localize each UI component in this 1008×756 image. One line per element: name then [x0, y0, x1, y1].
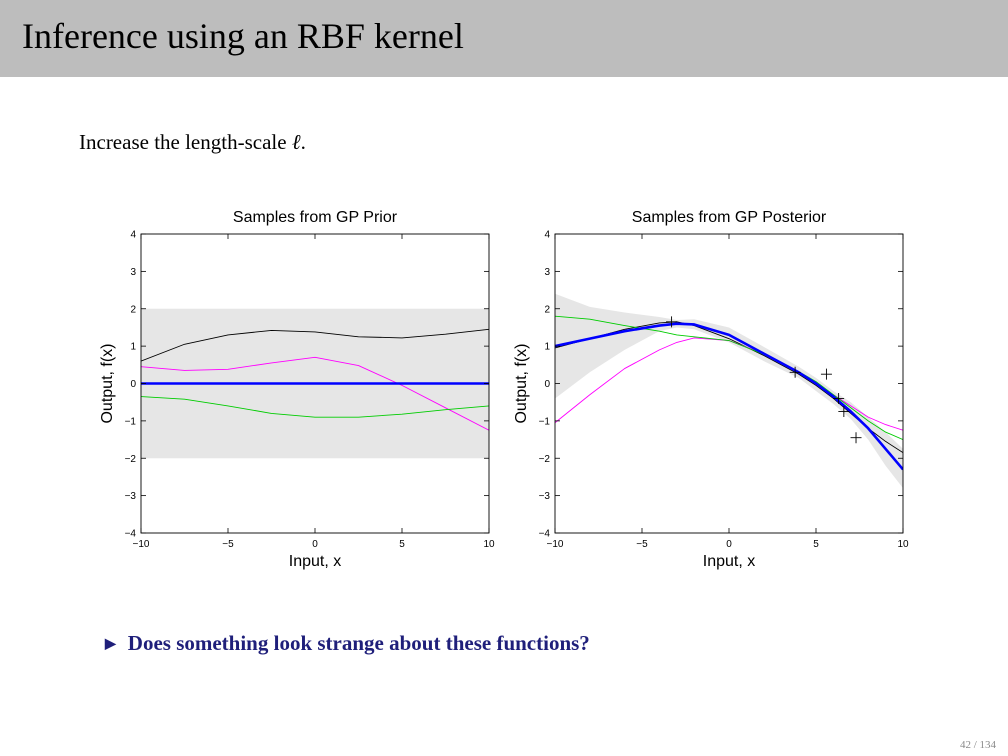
- prior-xtick-label: −10: [133, 539, 150, 550]
- posterior-plot-frame: [554, 233, 904, 534]
- posterior-ytick-label: −3: [539, 491, 551, 502]
- posterior-confidence-band: [555, 293, 903, 489]
- posterior-xtick-label: 10: [897, 539, 909, 550]
- prior-ytick-label: 4: [130, 230, 136, 241]
- question-bullet: ▶ Does something look strange about these…: [105, 631, 590, 656]
- prior-xtick-label: −5: [222, 539, 234, 550]
- posterior-xtick-label: 0: [726, 539, 732, 550]
- prior-ytick-label: −4: [125, 529, 137, 540]
- posterior-xtick-label: −10: [547, 539, 564, 550]
- intro-text: Increase the length-scale ℓ.: [79, 130, 306, 155]
- posterior-observation-point: [820, 368, 832, 380]
- posterior-mean-line: [555, 322, 903, 471]
- posterior-ytick-label: 2: [544, 304, 550, 315]
- prior-y-axis-label: Output, f(x): [99, 343, 116, 423]
- posterior-y-axis-label: Output, f(x): [513, 343, 530, 423]
- posterior-x-axis-label: Input, x: [703, 553, 755, 570]
- intro-text-end: .: [300, 130, 306, 154]
- prior-xtick-label: 10: [483, 539, 495, 550]
- posterior-ytick-label: 3: [544, 267, 550, 278]
- posterior-chart-title: Samples from GP Posterior: [632, 209, 827, 226]
- prior-chart-title: Samples from GP Prior: [233, 209, 398, 226]
- intro-text-main: Increase the length-scale: [79, 130, 292, 154]
- posterior-observation-point: [833, 392, 845, 404]
- title-bar: [0, 0, 1008, 77]
- bullet-text: Does something look strange about these …: [127, 631, 590, 655]
- prior-ytick-label: 3: [130, 267, 136, 278]
- posterior-observation-point: [666, 316, 678, 328]
- prior-sample-magenta: [141, 356, 489, 431]
- prior-xtick-label: 0: [312, 539, 318, 550]
- posterior-observation-point: [789, 366, 801, 378]
- posterior-xtick-label: 5: [813, 539, 819, 550]
- posterior-ytick-label: 0: [544, 379, 550, 390]
- prior-x-axis-label: Input, x: [289, 553, 341, 570]
- prior-sample-black: [141, 328, 489, 362]
- posterior-ytick-label: −4: [539, 529, 551, 540]
- bullet-arrow-icon: ▶: [105, 637, 116, 652]
- posterior-observation-point: [850, 432, 862, 444]
- prior-ytick-label: −3: [125, 491, 137, 502]
- slide-title: Inference using an RBF kernel: [22, 16, 464, 56]
- prior-xtick-label: 5: [399, 539, 405, 550]
- prior-sample-green: [141, 396, 489, 418]
- posterior-observation-point: [838, 406, 850, 418]
- prior-ytick-label: −2: [125, 454, 137, 465]
- prior-ytick-label: 0: [130, 379, 136, 390]
- length-scale-symbol: ℓ: [291, 130, 301, 154]
- posterior-ytick-label: 4: [544, 230, 550, 241]
- page-number: 42 / 134: [959, 739, 996, 751]
- posterior-ytick-label: −1: [539, 416, 551, 427]
- prior-ytick-label: 2: [130, 304, 136, 315]
- posterior-ytick-label: −2: [539, 454, 551, 465]
- posterior-xtick-label: −5: [636, 539, 648, 550]
- prior-ytick-label: 1: [130, 342, 136, 353]
- prior-ytick-label: −1: [125, 416, 137, 427]
- posterior-ytick-label: 1: [544, 342, 550, 353]
